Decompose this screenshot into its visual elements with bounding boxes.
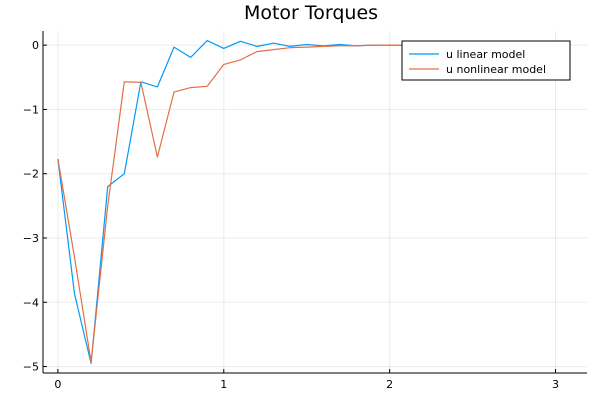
data-series [57, 39, 556, 364]
legend-label-0: u linear model [446, 48, 525, 61]
legend: u linear model u nonlinear model [401, 40, 571, 81]
x-tick-label: 2 [386, 378, 393, 391]
y-tick-label: 0 [32, 39, 39, 52]
legend-label-1: u nonlinear model [446, 63, 546, 76]
y-tick-label: −4 [23, 296, 39, 309]
series-line-0 [57, 39, 556, 364]
legend-box [401, 40, 571, 81]
y-tick-label: −2 [23, 168, 39, 181]
tick-labels: 0 1 2 3 0 −1 −2 −3 −4 −5 [23, 39, 559, 391]
y-tick-label: −1 [23, 103, 39, 116]
series-line-1 [57, 44, 556, 363]
chart-title: Motor Torques [244, 2, 378, 24]
y-tick-label: −3 [23, 232, 39, 245]
x-tick-label: 1 [220, 378, 227, 391]
x-tick-label: 3 [552, 378, 559, 391]
y-tick-label: −5 [23, 361, 39, 374]
axes [42, 31, 587, 374]
x-tick-label: 0 [54, 378, 61, 391]
